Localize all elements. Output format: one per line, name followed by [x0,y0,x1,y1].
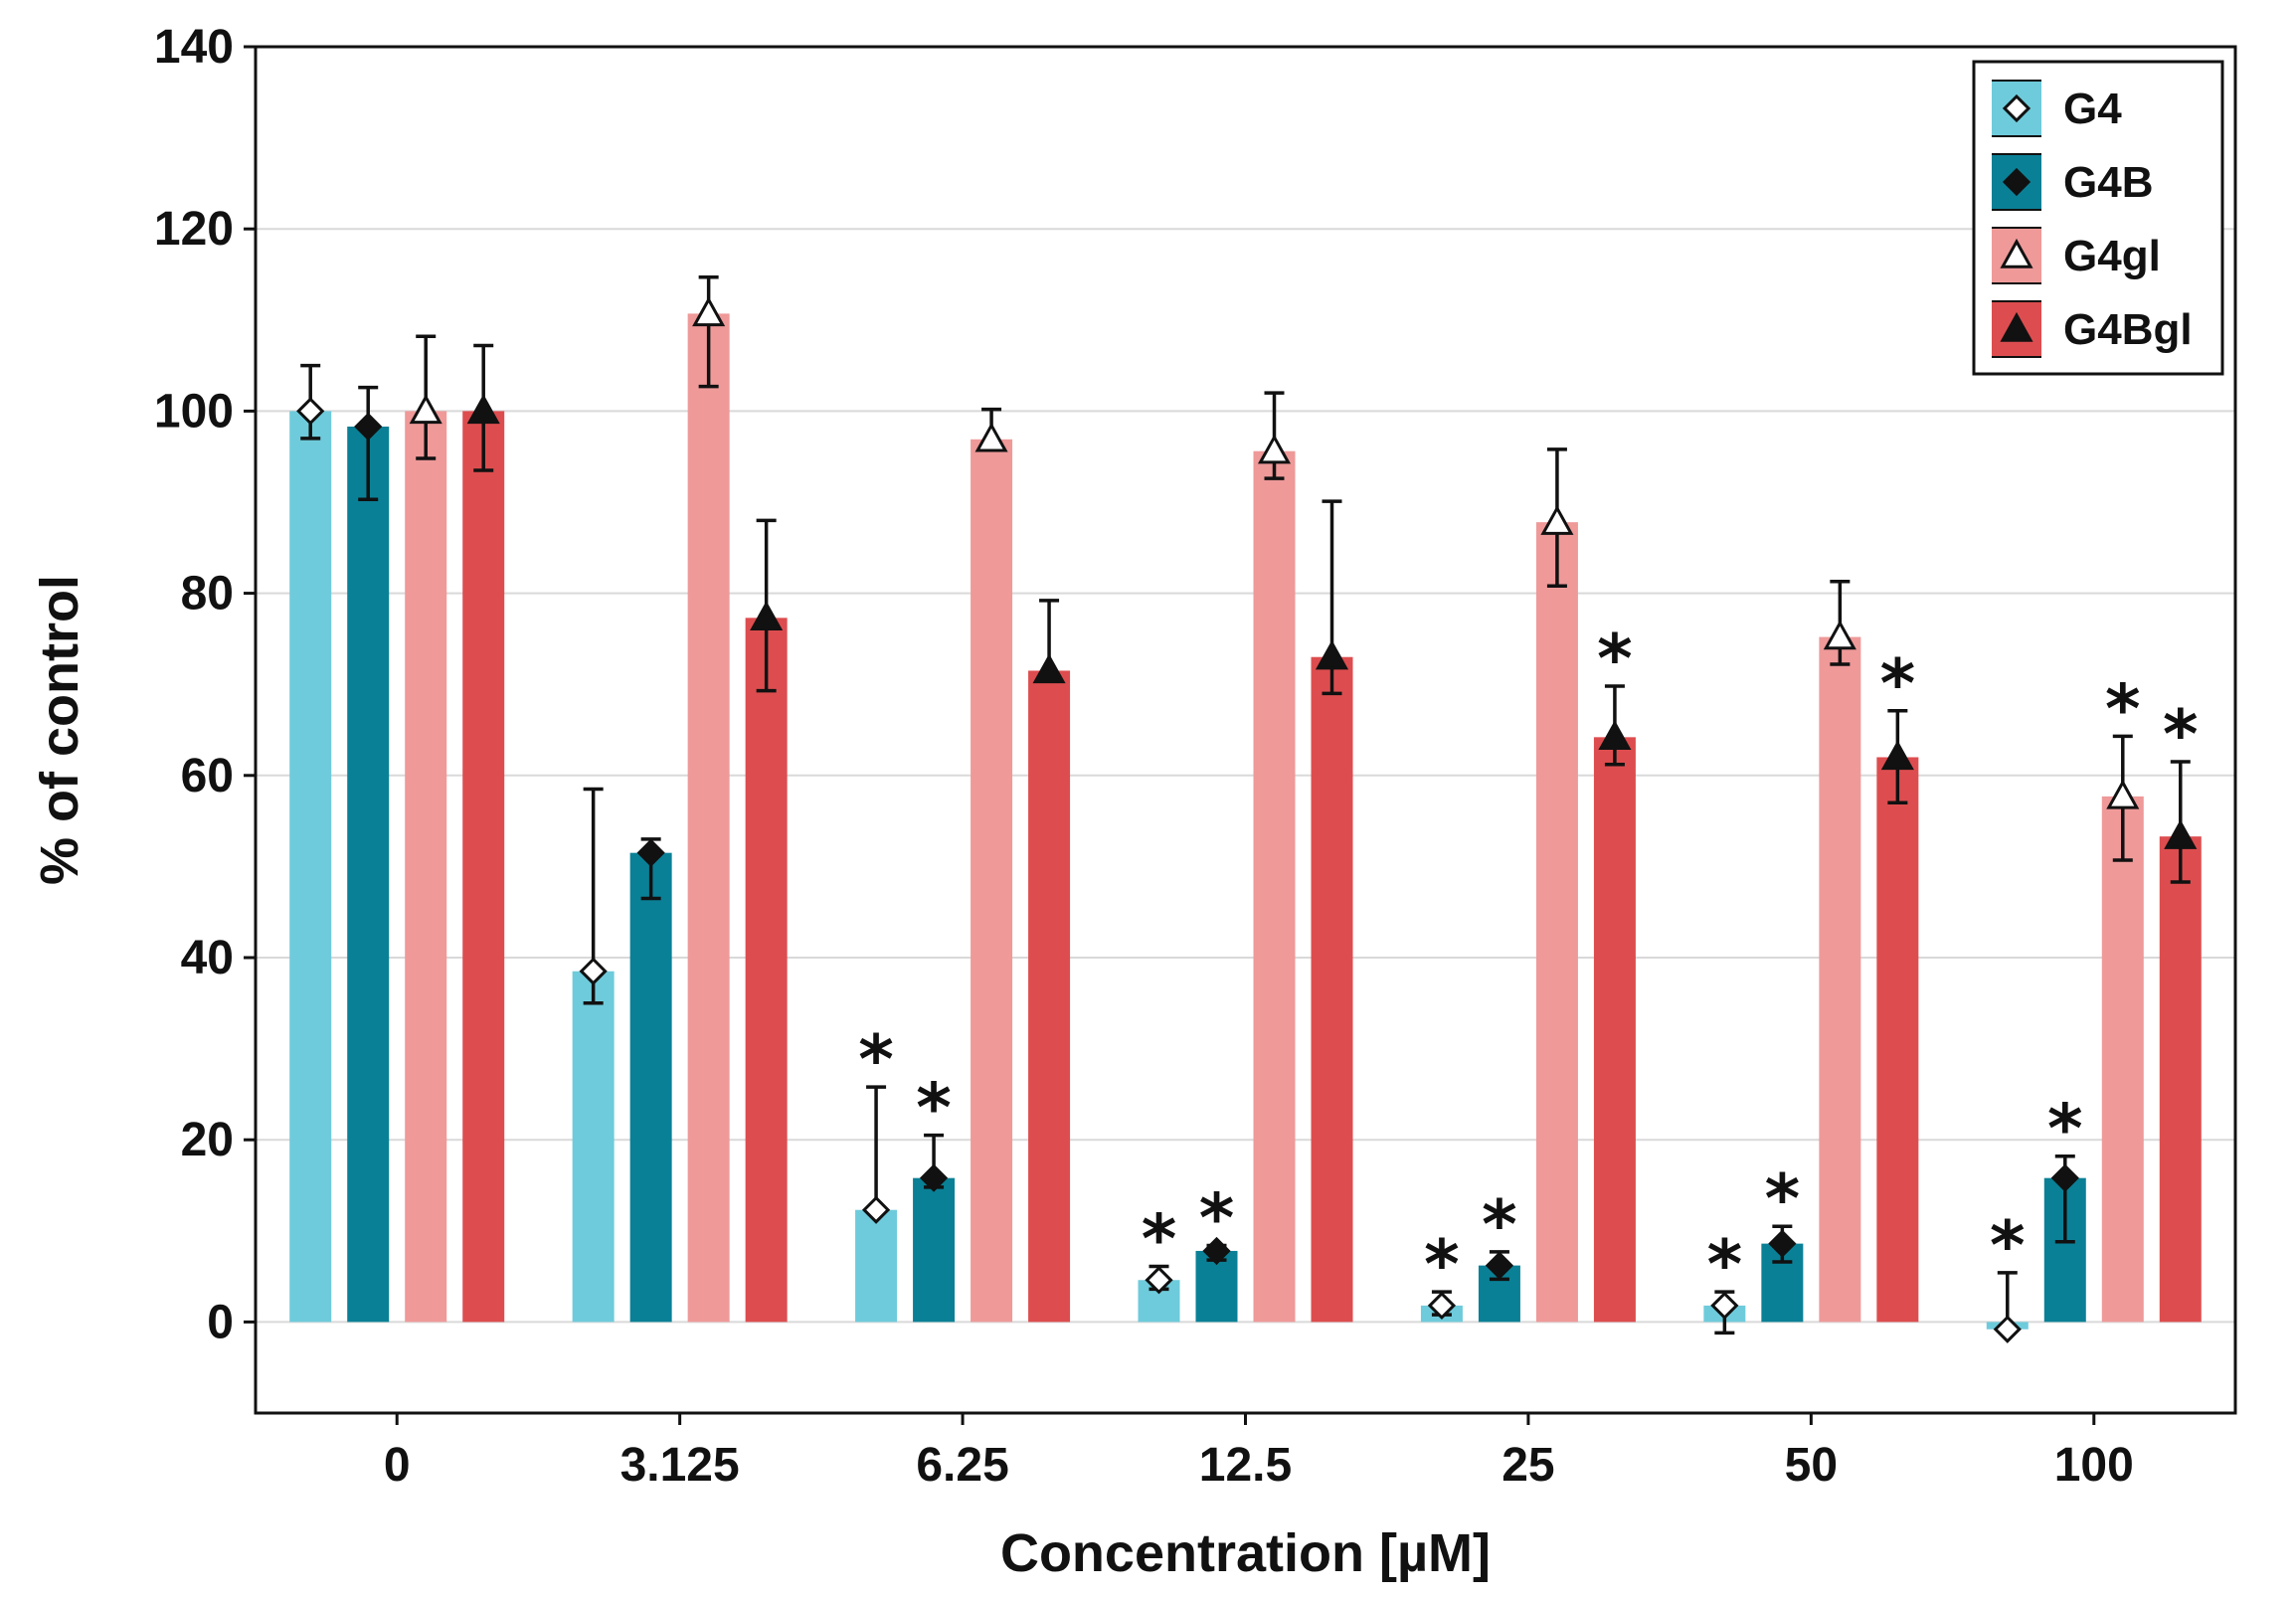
y-tick-label: 0 [207,1296,234,1348]
marker-G4gl [692,296,726,327]
significance-star: * [2047,1091,2083,1169]
x-tick-label: 50 [1785,1439,1838,1492]
marker-G4 [579,957,608,985]
marker-G4B [636,838,665,867]
marker-G4gl [974,422,1008,452]
marker-G4Bgl [1598,720,1632,751]
significance-star: * [2105,670,2141,749]
marker-G4Bgl [750,601,784,631]
x-tick-label: 25 [1501,1439,1554,1492]
marker-G4 [296,397,325,426]
bar-G4Bgl-50 [1876,757,1919,1323]
significance-star: * [1765,1160,1801,1239]
y-tick-label: 140 [154,21,234,74]
significance-star: * [1199,1179,1235,1258]
marker-G4Bgl [1880,740,1914,771]
significance-star: * [1142,1201,1177,1280]
bar-G4gl-6.25 [971,439,1013,1323]
significance-star: * [858,1021,894,1100]
significance-star: * [1424,1226,1460,1305]
marker-G4Bgl [1315,639,1349,670]
bar-G4-3.125 [572,971,615,1323]
legend-marker-G4 [2002,93,2031,123]
legend: G4 G4B G4gl G4Bgl [1972,60,2224,376]
bar-G4Bgl-100 [2159,836,2202,1323]
x-tick-label: 0 [384,1439,411,1492]
marker-G4Bgl [1032,653,1066,684]
axes [244,45,2237,1425]
marker-G4Bgl [466,394,500,425]
legend-marker-G4Bgl [2000,311,2033,342]
bar-G4Bgl-12.5 [1311,656,1353,1323]
marker-G4gl [1823,620,1856,650]
bar-G4gl-50 [1819,636,1861,1323]
bar-G4gl-0 [405,411,447,1323]
marker-G4gl [409,394,442,425]
x-tick-label: 6.25 [916,1439,1008,1492]
marker-G4B [1485,1251,1514,1280]
x-axis-title: Concentration [µM] [1000,1523,1491,1583]
marker-G4Bgl [2164,819,2198,849]
gridlines [256,46,2235,1324]
significance-star: * [1880,645,1916,724]
bar-G4gl-100 [2101,796,2144,1323]
tick-labels: 0 20 40 60 80 100 120 140 0 3.125 6.25 12.5 25 50 100 [154,21,2134,1492]
marker-G4B [354,412,383,442]
significance-star: * [2163,696,2199,775]
legend-marker-G4gl [2000,238,2033,268]
bar-G4Bgl-6.25 [1028,670,1071,1323]
bar-G4B-3.125 [629,852,672,1323]
significance-star: * [1990,1207,2026,1286]
legend-label-G4: G4 [2063,85,2122,133]
marker-G4 [1145,1266,1173,1295]
bar-G4Bgl-25 [1593,737,1636,1323]
significance-star: * [916,1070,952,1149]
marker-G4 [861,1195,891,1224]
bar-G4B-0 [347,426,390,1323]
bar-G4gl-25 [1535,522,1578,1323]
y-tick-label: 20 [181,1114,234,1166]
marker-G4B [2050,1163,2079,1192]
y-tick-label: 80 [181,568,234,621]
marker-G4B [919,1163,949,1192]
x-tick-label: 100 [2054,1439,2134,1492]
marker-G4 [1427,1291,1457,1321]
y-tick-label: 40 [181,932,234,984]
bar-G4B-6.25 [913,1177,956,1323]
marker-G4B [1202,1236,1231,1266]
bar-G4-0 [289,411,332,1323]
plot-frame [254,45,2237,1415]
bar-G4Bgl-0 [462,411,505,1323]
marker-G4gl [1257,434,1292,464]
bar-G4gl-3.125 [687,313,730,1323]
x-tick-label: 12.5 [1199,1439,1292,1492]
y-axis-title: % of control [30,575,89,885]
marker-G4B [1768,1229,1797,1258]
x-tick-label: 3.125 [620,1439,740,1492]
significance-star: * [1707,1226,1743,1305]
y-tick-label: 100 [154,385,234,438]
bars: * * * * * * * * * * * * * * [289,274,2202,1343]
marker-G4 [1993,1315,2022,1343]
marker-G4gl [2106,779,2140,809]
significance-star: * [1482,1186,1517,1265]
legend-label-G4gl: G4gl [2063,232,2161,280]
bar-G4gl-12.5 [1253,450,1296,1323]
y-tick-label: 120 [154,203,234,256]
marker-G4gl [1540,505,1574,535]
bar-G4Bgl-3.125 [745,618,788,1323]
legend-marker-G4B [2002,167,2031,197]
legend-label-G4B: G4B [2063,158,2153,207]
significance-star: * [1597,621,1633,699]
bar-G4-6.25 [855,1209,898,1323]
legend-label-G4Bgl: G4Bgl [2063,305,2193,354]
y-tick-label: 60 [181,750,234,802]
marker-G4 [1710,1291,1739,1321]
